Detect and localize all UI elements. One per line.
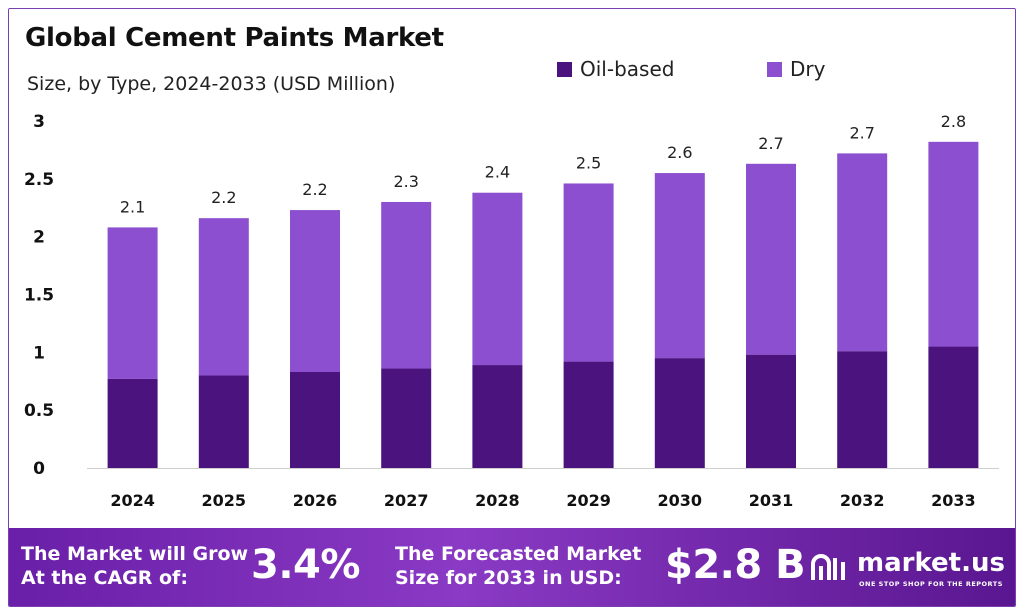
legend-label-dry: Dry [790, 57, 826, 81]
legend-swatch-dry [767, 61, 782, 77]
bar-total-label: 2.4 [485, 163, 510, 182]
bar-oil-based [837, 351, 888, 468]
market-us-logo-icon [811, 554, 845, 580]
chart-frame: Global Cement Paints Market Size, by Typ… [8, 8, 1016, 607]
bar-dry [837, 153, 888, 352]
y-tick-label: 1.5 [24, 286, 54, 306]
bar-chart: 0 0.5 1 1.5 2 2.5 3 2.1 2024 2.2 2025 2.2 2026 2.3 202… [24, 112, 999, 510]
chart-title: Global Cement Paints Market [25, 23, 444, 53]
legend-item-oil-based: Oil-based [557, 57, 674, 81]
forecast-label: The Forecasted Market Size for 2033 in U… [395, 542, 641, 590]
legend-item-dry: Dry [767, 57, 825, 81]
x-tick-label: 2031 [749, 491, 794, 510]
bar-dry [107, 227, 158, 379]
bar-dry [746, 163, 796, 355]
y-tick-label: 0 [33, 459, 45, 479]
forecast-value: $2.8 B [665, 542, 806, 588]
y-tick-label: 3 [33, 112, 45, 132]
bar-oil-based [928, 346, 979, 468]
chart-subtitle: Size, by Type, 2024-2033 (USD Million) [27, 73, 396, 95]
market-us-tagline: ONE STOP SHOP FOR THE REPORTS [859, 580, 1003, 588]
bar-total-label: 2.5 [576, 153, 601, 172]
bar-total-label: 2.1 [120, 197, 145, 216]
bar-oil-based [472, 365, 523, 468]
bar-oil-based [290, 371, 340, 468]
bar-oil-based [198, 375, 249, 468]
x-tick-label: 2030 [658, 491, 703, 510]
bar-oil-based [381, 368, 432, 468]
y-tick-label: 2 [33, 228, 45, 248]
bar-dry [563, 183, 614, 362]
legend-label-oil-based: Oil-based [580, 57, 675, 81]
cagr-label: The Market will Grow At the CAGR of: [21, 542, 248, 590]
forecast-label-line2: Size for 2033 in USD: [395, 567, 622, 589]
x-tick-label: 2026 [293, 491, 338, 510]
y-tick-label: 0.5 [24, 401, 54, 421]
x-tick-label: 2028 [475, 491, 520, 510]
bar-total-label: 2.3 [393, 172, 418, 191]
bar-oil-based [746, 354, 796, 468]
bar-dry [928, 141, 979, 347]
bar-dry [198, 218, 249, 376]
x-tick-label: 2025 [202, 491, 247, 510]
bar-dry [472, 192, 523, 366]
legend-swatch-oil-based [557, 61, 572, 77]
bar-oil-based [563, 361, 614, 468]
x-tick-label: 2032 [840, 491, 885, 510]
footer-banner: The Market will Grow At the CAGR of: 3.4… [9, 528, 1015, 606]
x-tick-label: 2033 [931, 491, 976, 510]
cagr-label-line1: The Market will Grow [21, 543, 249, 565]
forecast-label-line1: The Forecasted Market [395, 543, 642, 565]
x-tick-label: 2024 [110, 491, 155, 510]
bar-dry [290, 210, 340, 372]
bar-total-label: 2.6 [667, 143, 692, 162]
bar-dry [654, 173, 705, 359]
bar-total-label: 2.2 [211, 188, 236, 207]
market-us-logo-text: market.us [857, 548, 1005, 578]
x-tick-label: 2029 [566, 491, 611, 510]
bar-oil-based [654, 358, 705, 468]
bar-total-label: 2.7 [758, 134, 783, 153]
bar-total-label: 2.7 [849, 123, 874, 142]
bar-oil-based [107, 378, 158, 468]
y-tick-label: 2.5 [24, 170, 54, 190]
bar-dry [381, 201, 432, 369]
cagr-value: 3.4% [251, 542, 360, 588]
y-tick-label: 1 [33, 343, 45, 363]
bar-total-label: 2.8 [941, 112, 966, 131]
bar-total-label: 2.2 [302, 180, 327, 199]
x-tick-label: 2027 [384, 491, 429, 510]
cagr-label-line2: At the CAGR of: [21, 567, 188, 589]
